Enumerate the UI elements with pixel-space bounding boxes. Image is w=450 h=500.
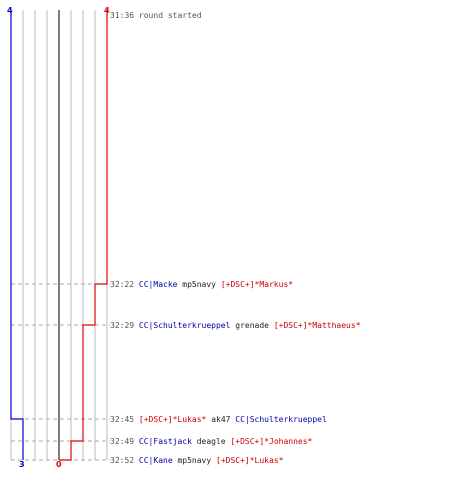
player-count-grid — [10, 10, 108, 460]
kill-event-row: 32:49 CC|Fastjack deagle [+DSC+]*Johanne… — [110, 436, 312, 448]
killer-name: CC|Macke — [138, 280, 178, 289]
weapon-name: ak47 — [211, 415, 231, 424]
event-time: 32:29 — [110, 321, 135, 330]
red-end-count: 0 — [56, 460, 62, 469]
event-time: 32:22 — [110, 280, 135, 289]
weapon-name: mp5navy — [182, 280, 216, 289]
event-time: 31:36 — [110, 11, 135, 20]
killer-name: CC|Fastjack — [138, 437, 192, 446]
kill-event-row: 32:22 CC|Macke mp5navy [+DSC+]*Markus* — [110, 279, 293, 291]
blue-start-count: 4 — [7, 6, 13, 15]
blue-end-count: 3 — [19, 460, 25, 469]
event-time: 32:45 — [110, 415, 135, 424]
round-start-text: round started — [138, 11, 202, 20]
killer-name: [+DSC+]*Lukas* — [138, 415, 207, 424]
victim-name: [+DSC+]*Lukas* — [216, 456, 284, 465]
round-start-row: 31:36 round started — [110, 10, 202, 22]
weapon-name: mp5navy — [177, 456, 212, 465]
weapon-name: deagle — [196, 437, 226, 446]
killer-name: CC|Schulterkrueppel — [138, 321, 231, 330]
kill-event-row: 32:45 [+DSC+]*Lukas* ak47 CC|Schulterkru… — [110, 414, 327, 426]
red-start-count: 4 — [104, 6, 110, 15]
kill-event-row: 32:52 CC|Kane mp5navy [+DSC+]*Lukas* — [110, 455, 283, 467]
victim-name: CC|Schulterkrueppel — [235, 415, 327, 424]
victim-name: [+DSC+]*Johannes* — [230, 437, 313, 446]
victim-name: [+DSC+]*Markus* — [220, 280, 294, 289]
event-time: 32:52 — [110, 456, 135, 465]
killer-name: CC|Kane — [138, 456, 173, 465]
blue-team-alive-line — [10, 10, 24, 460]
red-team-alive-line — [59, 10, 108, 461]
event-time: 32:49 — [110, 437, 135, 446]
victim-name: [+DSC+]*Matthaeus* — [273, 321, 361, 330]
weapon-name: grenade — [235, 321, 269, 330]
kill-event-row: 32:29 CC|Schulterkrueppel grenade [+DSC+… — [110, 320, 361, 332]
